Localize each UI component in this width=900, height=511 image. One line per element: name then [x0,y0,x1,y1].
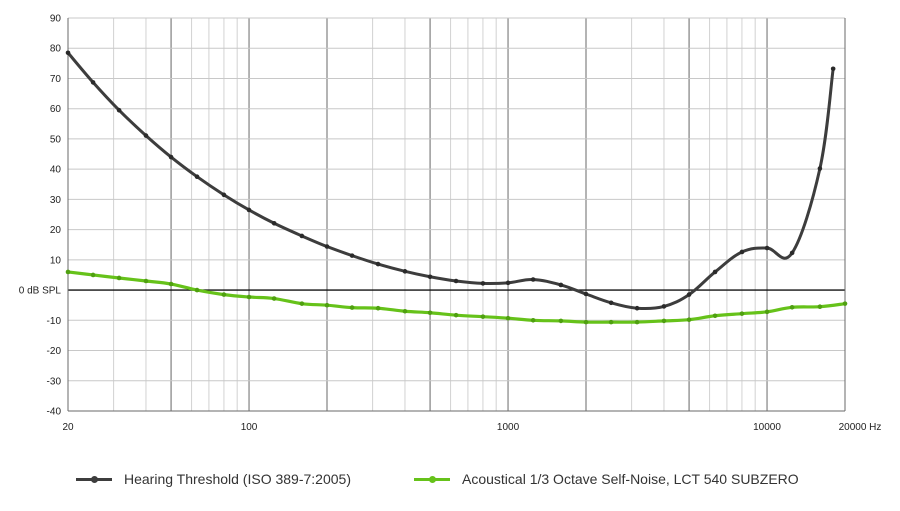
y-tick-label: -20 [47,346,62,357]
data-point-hearing-threshold [221,192,227,198]
y-tick-label: 0 dB SPL [19,286,62,297]
data-point-self-noise [817,304,823,310]
data-point-hearing-threshold [246,207,252,213]
y-tick-label: 90 [50,14,62,25]
legend-marker-icon [91,475,98,483]
data-point-hearing-threshold [143,133,149,138]
y-tick-label: 10 [50,255,62,266]
data-point-self-noise [764,309,770,315]
legend-label-self-noise: Acoustical 1/3 Octave Self-Noise, LCT 54… [462,471,799,487]
data-point-self-noise [143,278,149,284]
legend-swatch-hearing-threshold [76,475,112,483]
data-point-hearing-threshold [558,282,564,288]
data-point-hearing-threshold [116,107,122,113]
data-point-self-noise [453,312,459,318]
data-point-self-noise [168,281,174,287]
legend: Hearing Threshold (ISO 389-7:2005) Acous… [0,471,900,495]
x-axis-tick-labels: 20 100 1000 10000 20000 Hz [62,422,881,433]
y-tick-label: 30 [50,195,62,206]
data-point-self-noise [480,314,486,319]
y-axis-tick-labels: 90 80 70 60 50 40 30 20 10 0 dB SPL -10 -20 -30 -40 [19,14,62,418]
data-point-self-noise [661,318,667,324]
data-point-hearing-threshold [817,166,823,171]
data-point-self-noise [558,318,564,324]
x-tick-label: 1000 [497,422,520,433]
data-point-hearing-threshold [375,261,381,267]
legend-label-hearing-threshold: Hearing Threshold (ISO 389-7:2005) [124,471,351,487]
data-point-hearing-threshold [299,233,305,239]
data-point-self-noise [299,301,305,306]
major-grid [68,17,845,412]
data-point-hearing-threshold [271,220,277,226]
data-point-hearing-threshold [90,80,96,85]
data-point-self-noise [583,319,589,325]
data-point-hearing-threshold [686,292,692,297]
legend-item-self-noise: Acoustical 1/3 Octave Self-Noise, LCT 54… [414,471,799,487]
y-tick-label: 50 [50,134,62,145]
data-point-self-noise [271,296,277,301]
frequency-response-chart: 90 80 70 60 50 40 30 20 10 0 dB SPL -10 -20 -30 -40 2… [19,14,882,434]
y-tick-label: 60 [50,104,62,115]
data-point-hearing-threshold [427,274,433,280]
data-point-hearing-threshold [583,291,589,297]
data-point-self-noise [375,305,381,311]
data-point-hearing-threshold [402,269,408,274]
data-point-hearing-threshold [661,304,667,309]
data-point-self-noise [427,310,433,316]
data-point-hearing-threshold [453,278,459,284]
data-point-hearing-threshold [530,277,536,282]
data-point-self-noise [324,302,330,308]
data-point-self-noise [246,294,252,300]
data-point-hearing-threshold [764,245,770,251]
data-point-self-noise [402,308,408,314]
data-point-hearing-threshold [739,249,745,255]
data-point-self-noise [65,269,71,275]
data-point-hearing-threshold [789,250,795,256]
y-tick-label: -30 [47,376,62,387]
data-point-self-noise [349,305,355,310]
legend-marker-icon [429,475,436,483]
data-point-self-noise [739,311,745,316]
data-point-self-noise [116,275,122,281]
data-point-hearing-threshold [480,281,486,286]
y-tick-label: -40 [47,407,62,418]
data-point-hearing-threshold [194,174,200,180]
data-point-self-noise [194,287,200,293]
y-tick-label: -10 [47,316,62,327]
data-point-hearing-threshold [608,300,614,306]
data-point-self-noise [686,317,692,323]
legend-item-hearing-threshold: Hearing Threshold (ISO 389-7:2005) [76,471,351,487]
data-point-hearing-threshold [168,154,174,160]
data-point-self-noise [608,319,614,325]
y-tick-label: 70 [50,74,62,85]
axes [67,18,846,412]
x-tick-label: 20 [62,422,74,433]
x-tick-label: 20000 Hz [839,422,882,433]
data-point-self-noise [634,319,640,325]
data-point-self-noise [712,313,718,319]
data-point-self-noise [530,318,536,323]
data-point-hearing-threshold [65,50,71,56]
x-tick-label: 10000 [753,422,781,433]
data-point-self-noise [842,301,848,306]
y-tick-label: 80 [50,44,62,55]
data-point-hearing-threshold [830,66,836,72]
y-tick-label: 40 [50,165,62,176]
x-tick-label: 100 [241,422,258,433]
data-point-self-noise [505,315,511,321]
data-point-self-noise [221,292,227,297]
data-point-hearing-threshold [349,253,355,258]
series-layer [65,50,848,325]
data-point-hearing-threshold [634,305,640,311]
data-point-self-noise [90,272,96,278]
data-point-hearing-threshold [712,269,718,275]
data-point-self-noise [789,305,795,310]
legend-swatch-self-noise [414,475,450,483]
minor-grid [113,18,756,411]
y-tick-label: 20 [50,225,62,236]
data-point-hearing-threshold [505,280,511,286]
data-point-hearing-threshold [324,244,330,249]
